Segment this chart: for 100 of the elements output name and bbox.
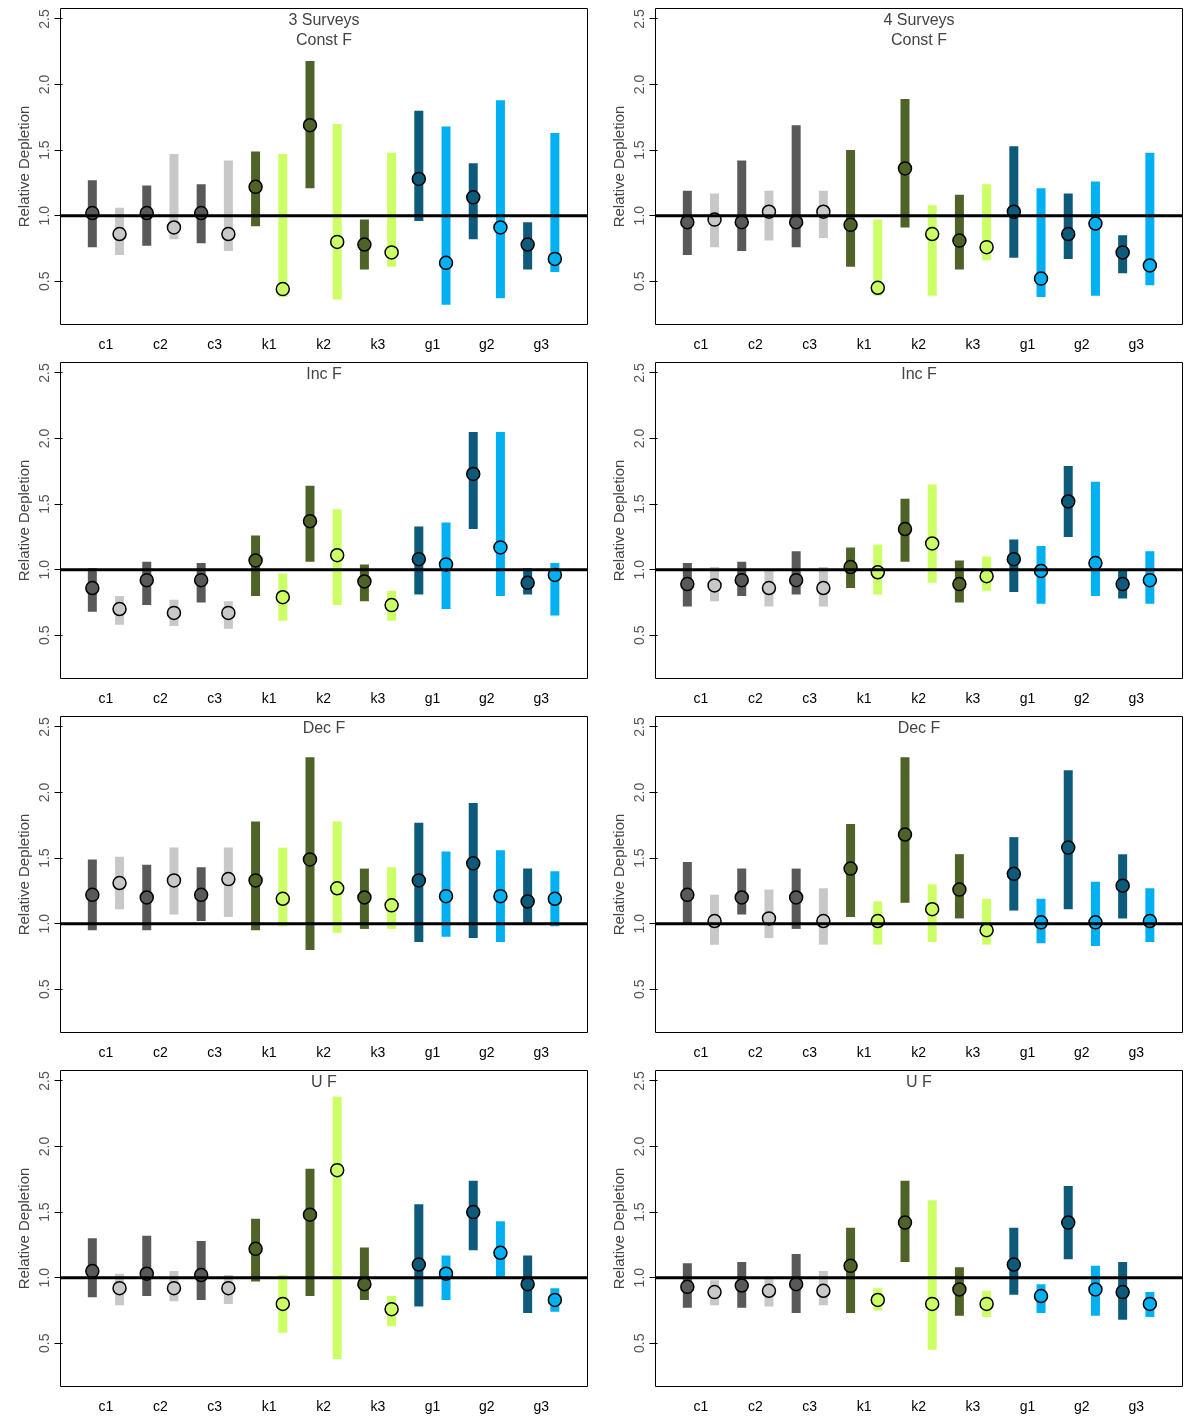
y-tick-label: 0.5 [631,979,648,999]
y-axis-title: Relative Depletion [609,459,627,582]
y-tick-label: 2.0 [36,428,53,449]
x-tick-label: k2 [911,335,927,352]
y-tick-label: 2.0 [631,1136,648,1157]
chart-title: U F [311,1072,338,1090]
x-tick-label: c1 [693,335,709,352]
y-tick-label: 0.5 [631,625,648,645]
x-tick-label: g3 [1128,689,1145,706]
x-tick-label: k2 [316,1043,332,1060]
y-tick-label: 0.5 [36,979,53,999]
x-tick-label: c1 [98,1397,114,1414]
x-tick-label: c1 [98,689,114,706]
y-tick-label: 2.0 [36,74,53,95]
y-tick-label: 2.5 [631,1071,648,1091]
x-tick-label: k2 [911,1397,927,1414]
y-axis-title: Relative Depletion [14,459,32,582]
y-tick-label: 1.5 [36,1202,53,1222]
x-tick-label: c3 [207,1043,223,1060]
x-tick-label: g1 [1019,689,1036,706]
y-tick-label: 2.5 [631,9,648,29]
x-tick-label: g1 [1019,335,1036,352]
x-tick-label: k3 [370,1397,386,1414]
x-tick-label: k3 [370,335,386,352]
y-tick-label: 2.5 [631,363,648,383]
y-tick-label: 0.5 [631,1333,648,1353]
x-tick-label: k3 [370,1043,386,1060]
x-tick-label: c3 [207,1397,223,1414]
y-tick-label: 1.0 [631,205,648,226]
y-tick-label: 2.0 [631,782,648,803]
y-tick-label: 1.0 [36,1267,53,1288]
x-tick-label: g3 [1128,1043,1145,1060]
x-tick-label: c1 [693,1397,709,1414]
x-tick-label: g2 [1074,689,1090,706]
x-tick-label: k2 [911,689,927,706]
y-tick-label: 1.0 [631,913,648,934]
x-tick-label: g1 [1019,1043,1036,1060]
y-tick-label: 1.0 [631,1267,648,1288]
y-axis-title: Relative Depletion [609,1167,627,1290]
y-tick-label: 0.5 [36,1333,53,1353]
x-tick-label: c3 [207,689,223,706]
x-tick-label: k3 [965,335,981,352]
x-tick-label: g2 [479,1043,495,1060]
x-tick-label: g2 [1074,1043,1090,1060]
x-tick-label: c3 [802,335,818,352]
x-tick-label: c3 [802,1397,818,1414]
y-tick-label: 0.5 [36,271,53,291]
y-tick-label: 2.5 [36,363,53,383]
y-axis-title: Relative Depletion [14,813,32,936]
chart-title: Dec F [302,718,346,736]
y-tick-label: 2.0 [631,428,648,449]
chart-title: Dec F [897,718,941,736]
x-tick-label: g3 [533,689,550,706]
x-tick-label: k3 [965,1397,981,1414]
x-tick-label: k1 [856,1043,872,1060]
y-tick-label: 1.0 [36,205,53,226]
y-tick-label: 2.0 [631,74,648,95]
y-tick-label: 1.5 [36,494,53,514]
x-tick-label: k1 [856,689,872,706]
x-tick-label: g2 [1074,1397,1090,1414]
x-tick-label: k1 [856,335,872,352]
x-tick-label: c2 [747,689,763,706]
y-axis-title: Relative Depletion [609,813,627,936]
x-tick-label: g3 [1128,1397,1145,1414]
x-tick-label: c1 [98,335,114,352]
y-tick-label: 2.5 [36,1071,53,1091]
x-tick-label: k2 [316,689,332,706]
y-tick-label: 2.0 [36,1136,53,1157]
y-axis-title: Relative Depletion [14,105,32,228]
y-tick-label: 1.5 [631,848,648,868]
x-tick-label: g2 [479,1397,495,1414]
y-tick-label: 2.5 [36,717,53,737]
x-tick-label: k1 [261,1043,277,1060]
y-tick-label: 0.5 [36,625,53,645]
x-tick-label: c2 [747,335,763,352]
y-tick-label: 1.5 [36,140,53,160]
x-tick-label: c2 [747,1397,763,1414]
y-tick-label: 1.5 [631,140,648,160]
y-tick-label: 1.5 [631,1202,648,1222]
x-tick-label: c1 [693,689,709,706]
x-tick-label: c2 [152,1043,168,1060]
x-tick-label: g1 [424,1043,441,1060]
x-tick-label: k1 [261,335,277,352]
x-tick-label: k1 [261,689,277,706]
y-tick-label: 1.0 [631,559,648,580]
x-tick-label: g3 [533,335,550,352]
x-tick-label: g1 [424,1397,441,1414]
x-tick-label: k1 [261,1397,277,1414]
x-tick-label: c1 [98,1043,114,1060]
x-tick-label: k3 [370,689,386,706]
x-tick-label: k3 [965,1043,981,1060]
x-tick-label: c2 [152,1397,168,1414]
chart-title: Inc F [306,364,343,382]
x-tick-label: c3 [802,689,818,706]
y-axis-title: Relative Depletion [609,105,627,228]
y-tick-label: 2.0 [36,782,53,803]
y-tick-label: 1.0 [36,913,53,934]
x-tick-label: c3 [802,1043,818,1060]
y-tick-label: 1.5 [36,848,53,868]
x-tick-label: k2 [911,1043,927,1060]
